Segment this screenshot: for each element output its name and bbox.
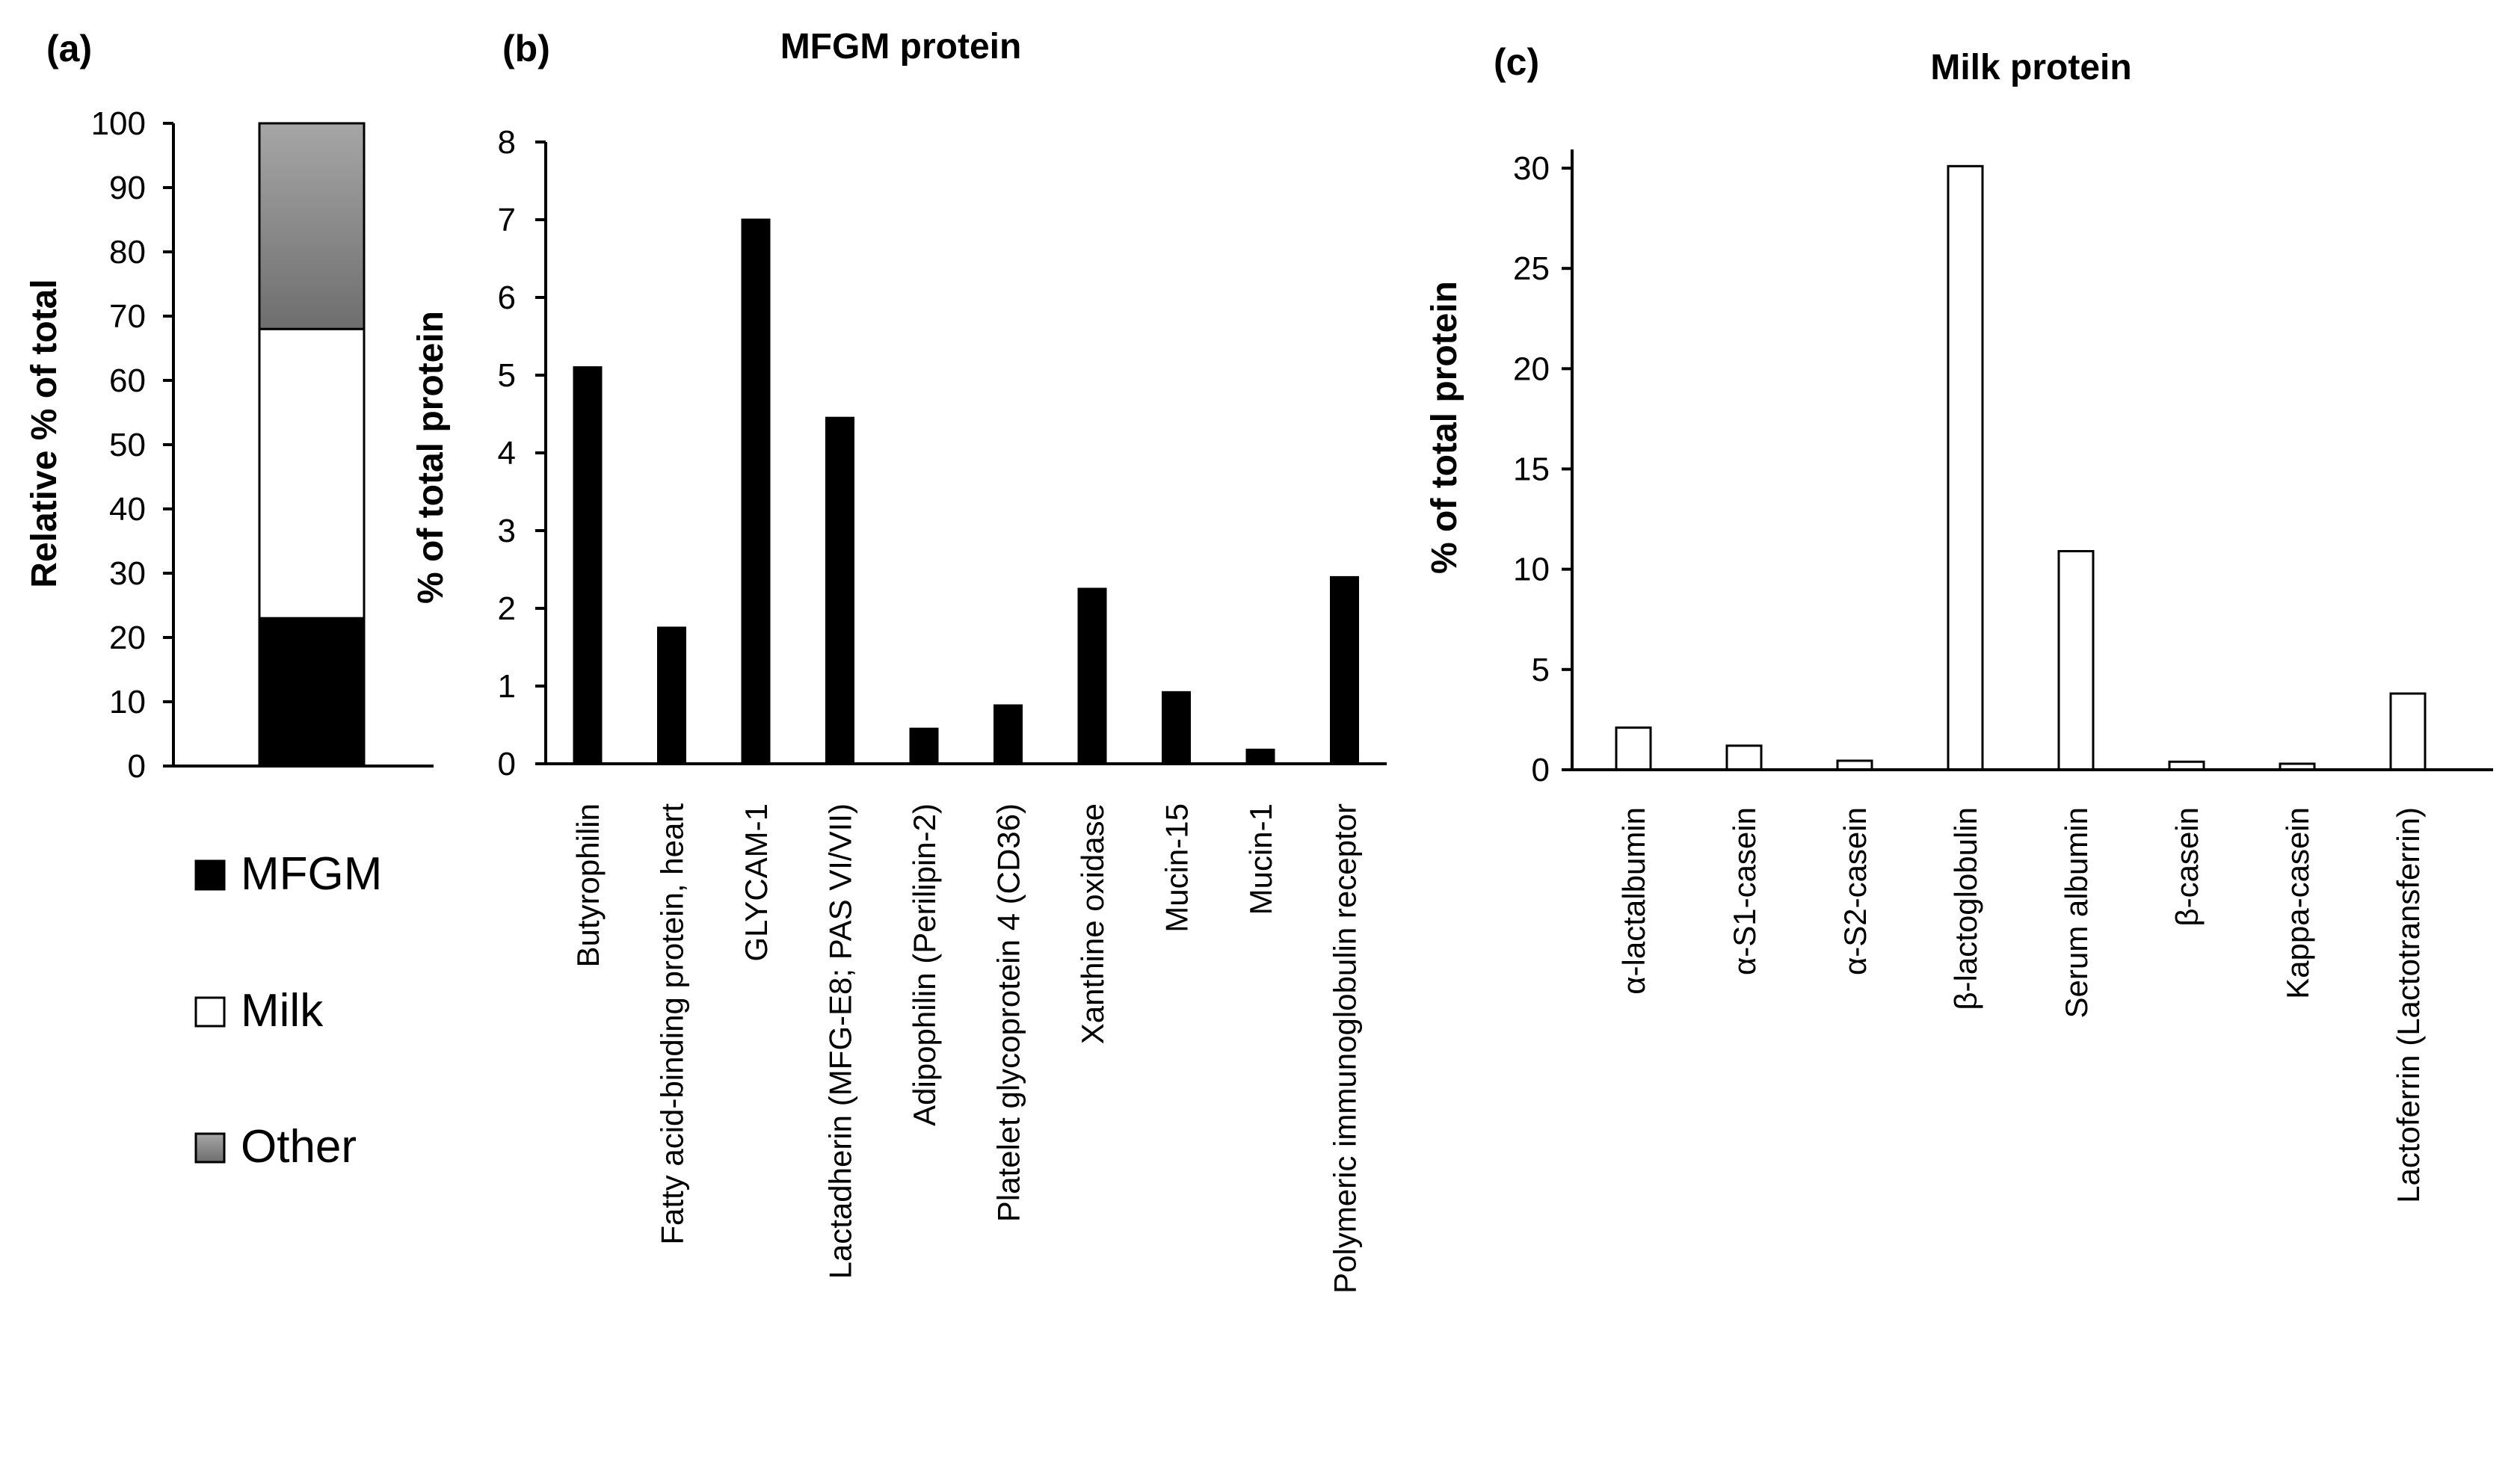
category-label-b-8: Mucin-1 (1243, 803, 1278, 915)
category-label-b-0: Butyrophilin (570, 803, 606, 967)
panel-b-ytick-label: 3 (498, 513, 516, 549)
bar-segment-mfgm (258, 617, 366, 768)
bar-b-4 (909, 727, 939, 765)
panel-a-ytick-label: 100 (91, 105, 146, 142)
panel-c-ytick-label: 30 (1513, 150, 1550, 187)
panel-a-ytick-label: 20 (109, 620, 146, 656)
category-label-b-5: Platelet glycoprotein 4 (CD36) (991, 803, 1026, 1222)
panel-a: (a) Relative % of total 0 10 20 30 40 50 60 70 8… (25, 28, 434, 1173)
category-label-b-9: Polymeric immunoglobulin receptor (1328, 803, 1363, 1294)
panel-c-ytick-label: 15 (1513, 451, 1550, 488)
bar-b-5 (993, 704, 1023, 765)
panel-c-ytick-label: 0 (1532, 752, 1550, 788)
panel-c-bars (1615, 164, 2427, 771)
bar-b-3 (825, 416, 854, 765)
bar-b-0 (573, 366, 603, 765)
panel-a-ylabel: Relative % of total (25, 279, 64, 587)
panel-b-title: MFGM protein (780, 27, 1022, 67)
panel-a-ytick-label: 10 (109, 684, 146, 720)
panel-b-y-ticks: 0 1 2 3 4 5 6 7 8 (498, 124, 546, 782)
bar-b-7 (1162, 691, 1191, 765)
category-label-b-7: Mucin-15 (1159, 803, 1195, 933)
panel-c: (c) Milk protein % of total protein 0 5 10… (1425, 41, 2493, 1203)
panel-b-ytick-label: 6 (498, 280, 516, 316)
panel-b-bars (573, 218, 1359, 765)
legend-label-other: Other (241, 1121, 357, 1173)
bar-b-1 (657, 626, 686, 765)
panel-a-ytick-label: 90 (109, 170, 146, 206)
legend-label-milk: Milk (241, 985, 324, 1037)
panel-b-ytick-label: 7 (498, 202, 516, 238)
bar-segment-other (258, 122, 366, 330)
panel-b-ytick-label: 2 (498, 590, 516, 627)
panel-c-ytick-label: 25 (1513, 250, 1550, 287)
bar-b-6 (1077, 587, 1107, 765)
legend-swatch-milk (194, 996, 226, 1028)
bar-c-7 (2389, 692, 2427, 771)
panel-a-y-ticks: 0 10 20 30 40 50 60 70 80 90 100 (91, 105, 173, 785)
bar-b-2 (741, 218, 771, 765)
panel-c-ytick-label: 10 (1513, 552, 1550, 588)
bar-b-9 (1330, 575, 1359, 765)
panel-c-label: (c) (1494, 41, 1539, 83)
legend-label-mfgm: MFGM (241, 848, 382, 900)
panel-a-ytick-label: 30 (109, 555, 146, 592)
category-label-c-4: Serum albumin (2059, 807, 2094, 1018)
bar-b-8 (1245, 748, 1275, 765)
panel-b-ytick-label: 0 (498, 746, 516, 782)
legend-swatch-mfgm (194, 859, 226, 891)
panel-c-y-ticks: 0 5 10 15 20 25 30 (1513, 150, 1572, 788)
panel-a-legend: MFGM Milk Other (194, 848, 382, 1173)
panel-b-ylabel: % of total protein (411, 311, 451, 604)
bar-segment-milk (258, 327, 366, 620)
panel-a-ytick-label: 60 (109, 362, 146, 399)
panel-a-ytick-label: 0 (128, 748, 146, 785)
category-label-b-3: Lactadherin (MFG-E8; PAS VI/VII) (823, 803, 858, 1279)
panel-a-ytick-label: 70 (109, 298, 146, 335)
bar-c-4 (2057, 550, 2095, 771)
panel-b-category-labels: Butyrophilin Fatty acid-binding protein, … (570, 803, 1363, 1294)
panel-b-ytick-label: 5 (498, 357, 516, 394)
panel-a-ytick-label: 50 (109, 427, 146, 463)
category-label-b-4: Adipophilin (Perilipin-2) (907, 803, 942, 1126)
panel-a-bars (258, 122, 366, 768)
category-label-c-3: β-lactoglobulin (1948, 807, 1983, 1010)
panel-c-title: Milk protein (1930, 48, 2131, 87)
panel-b-ytick-label: 4 (498, 435, 516, 472)
bar-c-3 (1947, 164, 1984, 771)
category-label-b-6: Xanthine oxidase (1075, 803, 1110, 1044)
category-label-c-6: Kappa-casein (2280, 807, 2315, 999)
category-label-b-1: Fatty acid-binding protein, heart (655, 803, 690, 1245)
category-label-c-1: α-S1-casein (1727, 807, 1762, 975)
category-label-c-2: α-S2-casein (1837, 807, 1873, 975)
panel-c-ylabel: % of total protein (1425, 281, 1464, 574)
bar-c-0 (1615, 726, 1652, 771)
panel-a-ytick-label: 80 (109, 234, 146, 271)
bar-c-1 (1725, 744, 1763, 771)
panel-a-ytick-label: 40 (109, 491, 146, 528)
panel-b-ytick-label: 1 (498, 668, 516, 705)
panel-c-ytick-label: 5 (1532, 652, 1550, 688)
category-label-c-0: α-lactalbumin (1616, 807, 1651, 995)
panel-c-ytick-label: 20 (1513, 351, 1550, 387)
category-label-b-2: GLYCAM-1 (739, 803, 774, 962)
panel-b-label: (b) (502, 28, 550, 70)
panel-b-ytick-label: 8 (498, 124, 516, 161)
category-label-c-5: β-casein (2169, 807, 2205, 927)
category-label-c-7: Lactoferrin (Lactotransferrin) (2391, 807, 2426, 1203)
panel-c-category-labels: α-lactalbumin α-S1-casein α-S2-casein β-lac… (1616, 807, 2426, 1203)
panel-a-label: (a) (46, 28, 92, 70)
legend-swatch-other (194, 1132, 226, 1164)
panel-b: (b) MFGM protein % of total protein 0 1 2 3… (411, 27, 1387, 1294)
